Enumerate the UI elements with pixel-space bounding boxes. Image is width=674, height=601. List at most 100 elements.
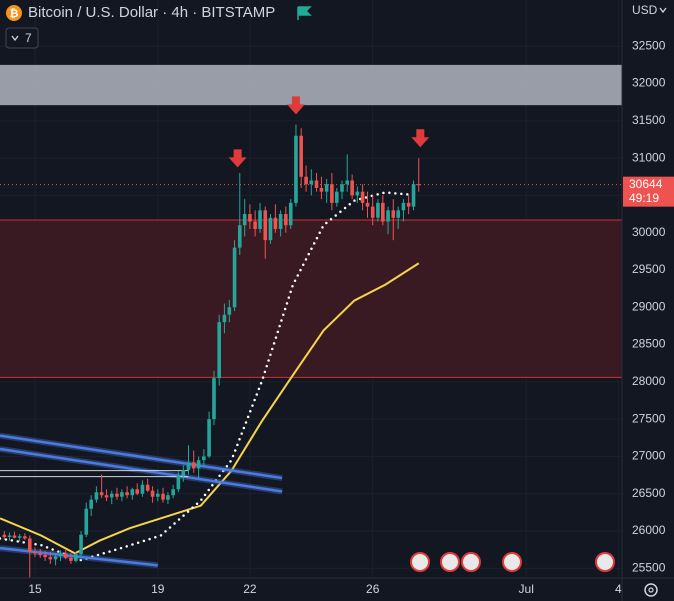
candle-body	[212, 378, 216, 420]
candle-body	[222, 314, 227, 323]
us-flag[interactable]	[595, 552, 615, 572]
candle-body	[23, 536, 27, 539]
candle-body	[171, 489, 175, 496]
candle-body	[130, 489, 135, 496]
candle-body	[376, 202, 380, 218]
candle-body	[202, 456, 206, 461]
candle-body	[294, 135, 298, 203]
signal-arrow	[228, 149, 247, 168]
y-tick-label: 31500	[632, 113, 666, 127]
candle-body	[79, 534, 83, 555]
y-tick-label: 28000	[632, 374, 666, 388]
candle-body	[181, 469, 186, 476]
countdown-label: 49:19	[629, 191, 659, 205]
candle-body	[74, 554, 78, 561]
candle-body	[125, 492, 129, 496]
candle-body	[406, 202, 411, 207]
us-flag[interactable]	[440, 552, 460, 572]
candle-body	[263, 210, 268, 241]
indicator-line	[0, 262, 420, 555]
y-tick-label: 25500	[632, 560, 666, 574]
candle-body	[115, 493, 119, 497]
candle-body	[89, 499, 93, 509]
candle-body	[396, 210, 400, 218]
y-tick-label: 32500	[632, 38, 666, 52]
chevron	[11, 35, 19, 42]
candle-body	[268, 217, 273, 241]
candle-body	[150, 490, 155, 497]
us-flag[interactable]	[502, 552, 522, 572]
indicators-count: 7	[25, 31, 32, 45]
candle-body	[196, 460, 201, 469]
us-flag[interactable]	[410, 552, 430, 572]
candle-body	[166, 495, 170, 500]
x-tick-label: Jul	[519, 582, 534, 596]
candle-body	[227, 307, 232, 315]
candle-body	[299, 135, 303, 177]
candle-body	[156, 493, 160, 497]
candle-body	[330, 184, 334, 203]
candle-body	[99, 492, 104, 496]
zone	[0, 64, 622, 106]
candle-body	[334, 191, 339, 203]
candle-body	[258, 210, 262, 229]
candle-body	[186, 462, 191, 470]
candle-body	[278, 214, 283, 229]
x-tick-label: 26	[366, 582, 380, 596]
gear[interactable]	[644, 583, 658, 597]
y-tick-label: 26500	[632, 486, 666, 500]
candle-body	[340, 184, 344, 192]
event-flags	[410, 552, 615, 572]
us-flag[interactable]	[461, 552, 481, 572]
candle-body	[401, 202, 406, 211]
candle-body	[140, 484, 145, 494]
x-tick-label: 4	[615, 582, 622, 596]
candle-body	[53, 556, 58, 560]
candle-body	[370, 206, 375, 218]
candle-body	[345, 180, 350, 185]
candle-body	[314, 180, 319, 188]
y-tick-label: 28500	[632, 337, 666, 351]
currency[interactable]: USD	[632, 3, 658, 17]
last-price-label: 30644	[629, 177, 663, 191]
candle-body	[2, 534, 7, 537]
candle-body	[242, 214, 247, 226]
candle-body	[386, 210, 390, 222]
y-tick-label: 30000	[632, 225, 666, 239]
y-tick-label: 27000	[632, 449, 666, 463]
candle-body	[319, 187, 324, 192]
chevron	[659, 7, 667, 14]
candle-body	[176, 475, 181, 490]
candle-body	[391, 210, 396, 218]
plot-area	[0, 64, 622, 578]
chart-title: Bitcoin / U.S. Dollar · 4h · BITSTAMP	[28, 4, 275, 21]
y-tick-label: 29000	[632, 299, 666, 313]
candle-body	[355, 191, 360, 196]
candle-body	[145, 484, 150, 491]
candle-body	[12, 535, 17, 538]
settings-icon[interactable]	[644, 583, 658, 597]
y-tick-label: 26000	[632, 523, 666, 537]
candle-body	[58, 553, 63, 557]
y-tick-label: 27500	[632, 411, 666, 425]
gear-center	[648, 587, 654, 593]
candle-body	[304, 176, 308, 185]
y-tick-label: 32000	[632, 76, 666, 90]
indicator-line	[0, 191, 421, 562]
candle-body	[120, 492, 124, 497]
candle-body	[104, 495, 109, 498]
candle-body	[27, 538, 32, 552]
market-flag	[297, 6, 312, 20]
indicators-toggle[interactable]	[5, 27, 39, 49]
candle-body	[207, 419, 211, 457]
candle-body	[135, 489, 140, 494]
x-tick-label: 22	[243, 582, 257, 596]
x-tick-label: 19	[151, 582, 165, 596]
indicator-line	[0, 546, 158, 567]
header: ₿ Bitcoin / U.S. Dollar · 4h · BITSTAMP …	[5, 3, 667, 49]
candle-body	[191, 462, 196, 469]
candle-body	[63, 553, 68, 558]
x-tick-label: 15	[28, 582, 42, 596]
bitcoin-icon	[6, 5, 22, 21]
